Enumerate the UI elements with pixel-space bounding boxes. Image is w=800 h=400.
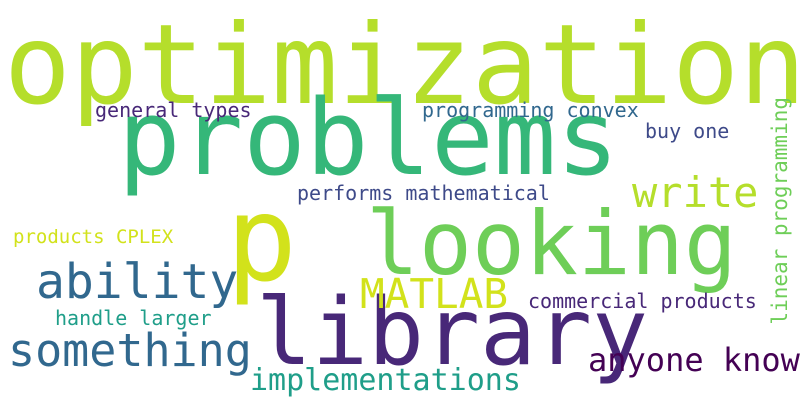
word-library: library (256, 278, 648, 386)
word-ability: ability (36, 254, 239, 310)
word-implementations: implementations (250, 363, 521, 398)
word-something: something (8, 324, 252, 377)
word-MATLAB: MATLAB (360, 270, 509, 318)
word-performs-mathematical: performs mathematical (297, 181, 550, 205)
word-buy-one: buy one (645, 119, 730, 143)
word-p: p (226, 170, 298, 308)
word-looking: looking (366, 192, 737, 295)
word-optimization: optimization (4, 1, 800, 130)
word-linear-programming: linear programming (768, 97, 792, 325)
word-write: write (632, 168, 759, 217)
word-general-types: general types (95, 98, 252, 122)
word-programming-convex: programming convex (422, 98, 639, 122)
word-products-CPLEX: products CPLEX (13, 226, 174, 248)
word-handle-larger: handle larger (55, 306, 212, 330)
word-anyone-know: anyone know (588, 341, 800, 379)
word-problems: problems (118, 77, 619, 199)
word-commercial-products: commercial products (528, 289, 757, 313)
